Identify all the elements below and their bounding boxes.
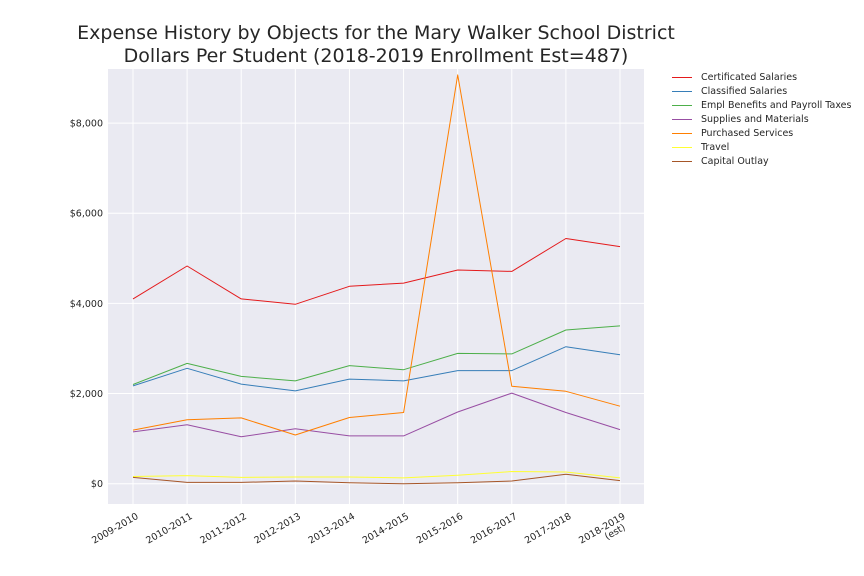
y-tick-label: $8,000 <box>70 119 103 130</box>
legend-swatch <box>672 146 692 148</box>
legend-item-supplies-and-materials: Supplies and Materials <box>672 112 851 126</box>
legend-label: Capital Outlay <box>701 155 769 167</box>
y-tick-label: $0 <box>91 479 103 490</box>
series-line-certificated-salaries <box>132 238 621 305</box>
x-tick-label: 2016-2017 <box>469 511 519 546</box>
legend-label: Supplies and Materials <box>701 113 809 125</box>
y-tick-label: $2,000 <box>70 389 103 400</box>
x-tick-label: 2017-2018 <box>523 511 573 546</box>
legend-item-classified-salaries: Classified Salaries <box>672 84 851 98</box>
chart-legend: Certificated Salaries Classified Salaries… <box>672 70 851 168</box>
legend-item-certificated-salaries: Certificated Salaries <box>672 70 851 84</box>
legend-swatch <box>672 132 692 134</box>
x-tick-label: 2013-2014 <box>307 511 357 546</box>
x-tick-label: 2011-2012 <box>198 511 248 546</box>
legend-swatch <box>672 90 692 92</box>
chart-title: Expense History by Objects for the Mary … <box>0 22 752 68</box>
x-tick-label: 2015-2016 <box>415 511 465 546</box>
legend-item-travel: Travel <box>672 140 851 154</box>
legend-item-purchased-services: Purchased Services <box>672 126 851 140</box>
chart-title-line-2: Dollars Per Student (2018-2019 Enrollmen… <box>123 45 629 67</box>
legend-label: Purchased Services <box>701 127 794 139</box>
legend-label: Empl Benefits and Payroll Taxes <box>701 99 852 111</box>
legend-swatch <box>672 76 692 78</box>
x-tick-label: 2009-2010 <box>90 511 140 546</box>
legend-item-empl-benefits-and-payroll-taxes: Empl Benefits and Payroll Taxes <box>672 98 851 112</box>
x-tick-label: 2012-2013 <box>252 511 302 546</box>
legend-label: Travel <box>701 141 730 153</box>
legend-swatch <box>672 160 692 162</box>
series-line-supplies-and-materials <box>132 392 621 438</box>
legend-label: Certificated Salaries <box>701 71 798 83</box>
legend-item-capital-outlay: Capital Outlay <box>672 154 851 168</box>
chart-title-line-1: Expense History by Objects for the Mary … <box>77 22 675 44</box>
plot-area <box>108 69 644 504</box>
legend-swatch <box>672 104 692 106</box>
y-tick-label: $4,000 <box>70 299 103 310</box>
x-tick-label: 2010-2011 <box>144 511 194 546</box>
legend-label: Classified Salaries <box>701 85 788 97</box>
series-line-capital-outlay <box>132 473 621 485</box>
x-tick-label: 2014-2015 <box>361 511 411 546</box>
y-tick-label: $6,000 <box>70 209 103 220</box>
series-line-empl-benefits-and-payroll-taxes <box>132 325 621 385</box>
series-line-travel <box>132 471 621 479</box>
series-line-purchased-services <box>132 74 621 436</box>
legend-swatch <box>672 118 692 120</box>
series-line-classified-salaries <box>132 346 621 392</box>
